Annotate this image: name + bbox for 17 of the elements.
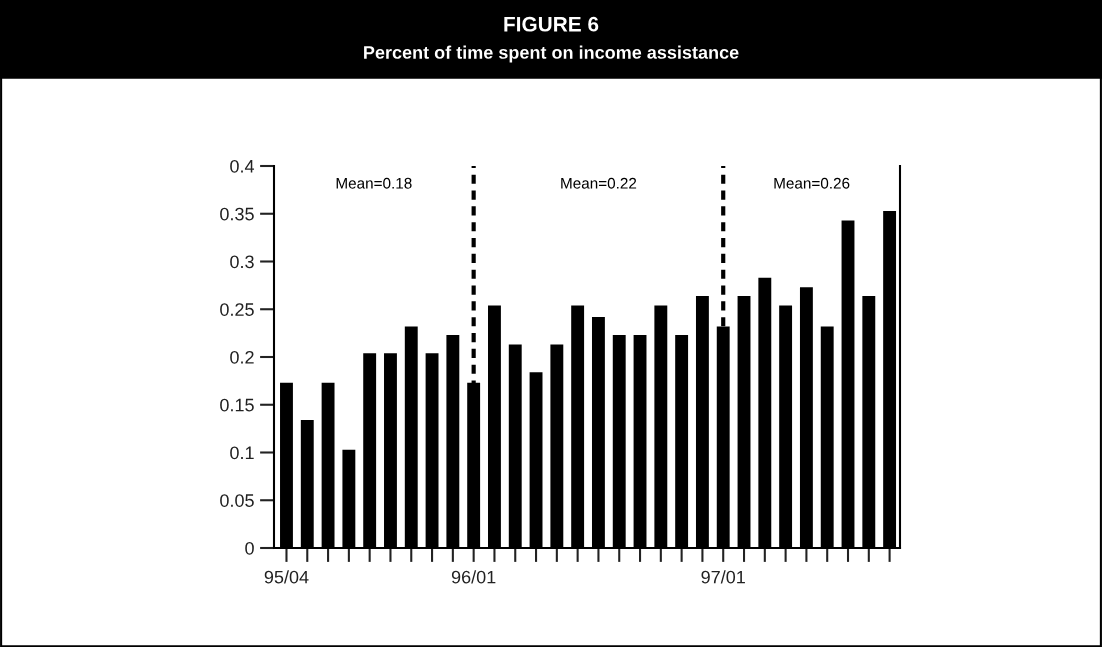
annotation: Mean=0.26 — [774, 177, 850, 189]
x-tick-label: 96/01 — [451, 570, 496, 584]
chart-subtitle: Percent of time spent on income assistance — [364, 45, 739, 63]
annotation: Mean=0.22 — [561, 177, 637, 189]
y-tick-label: 0.25 — [220, 303, 254, 316]
y-tick-label: 0.1 — [230, 446, 254, 460]
x-tick-label: 95/04 — [264, 570, 309, 584]
chart-title: FIGURE 6 — [504, 16, 599, 32]
annotation: Mean=0.18 — [336, 177, 412, 189]
y-tick-label: 0.05 — [220, 494, 254, 507]
y-tick-label: 0.4 — [230, 159, 255, 173]
x-tick-label: 97/01 — [701, 570, 745, 584]
y-tick-label: 0.15 — [220, 398, 254, 412]
y-tick-label: 0 — [245, 541, 254, 555]
y-tick-label: 0.35 — [220, 207, 254, 221]
y-tick-label: 0.3 — [230, 255, 254, 269]
y-tick-label: 0.2 — [230, 350, 254, 364]
